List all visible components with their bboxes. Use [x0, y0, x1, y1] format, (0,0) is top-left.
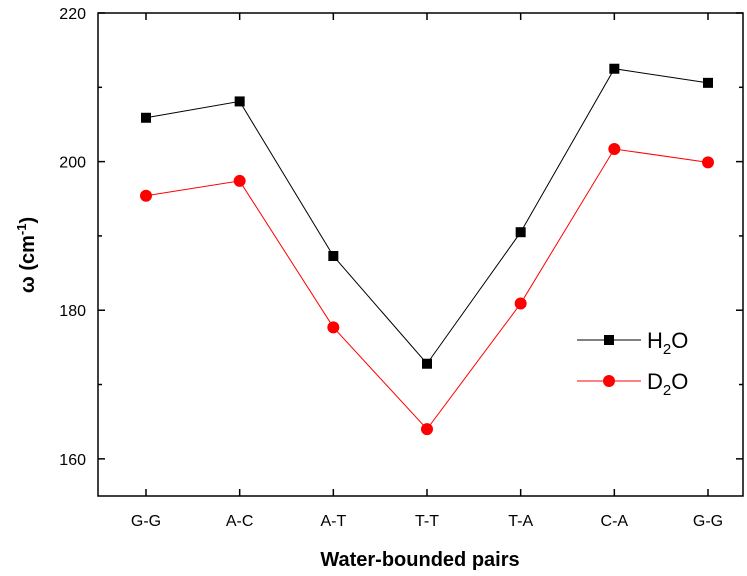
x-tick-label: T-A [508, 513, 533, 530]
legend-h2o-rest: O [671, 328, 688, 353]
legend: H2O D2O [577, 328, 688, 399]
y-tick-labels: 160 180 200 220 [59, 6, 86, 469]
y-axis-title: ω (cm-1) [14, 217, 39, 293]
y-tick-label: 160 [59, 452, 86, 469]
data-point-circle [421, 423, 433, 436]
data-point-square [234, 96, 245, 107]
series-line-0 [145, 68, 709, 365]
y-axis-close: ) [17, 217, 39, 224]
y-tick-label: 220 [59, 6, 86, 23]
data-point-square [328, 250, 339, 261]
data-point-square [141, 112, 151, 123]
x-tick-label: G-G [693, 513, 723, 530]
data-point-circle [702, 156, 714, 169]
data-point-square [515, 227, 526, 238]
data-point-square [422, 358, 432, 369]
x-tick-labels: G-G A-C A-T T-T T-A C-A G-G [131, 513, 723, 530]
data-point-square [609, 63, 620, 74]
legend-label-h2o: H2O [647, 328, 688, 358]
x-tick-label: G-G [131, 513, 161, 530]
plot-frame [97, 12, 744, 497]
y-axis-symbol: ω [17, 276, 39, 293]
axis-ticks [98, 12, 743, 496]
series-layer [140, 63, 714, 436]
data-point-circle [608, 142, 621, 155]
y-axis-exponent: -1 [14, 224, 29, 236]
legend-label-d2o: D2O [647, 369, 688, 399]
legend-h2o-base: H [647, 328, 663, 353]
x-axis-title: Water-bounded pairs [320, 549, 519, 571]
legend-h2o-sub: 2 [663, 341, 671, 358]
data-point-circle [514, 297, 527, 310]
x-tick-label: A-C [226, 513, 254, 530]
legend-d2o-rest: O [671, 369, 688, 394]
y-tick-label: 180 [59, 303, 86, 320]
data-point-circle [327, 321, 340, 334]
data-point-circle [140, 189, 152, 202]
legend-marker-h2o [604, 335, 614, 345]
x-tick-label: T-T [415, 513, 439, 530]
x-tick-label: C-A [601, 513, 629, 530]
y-tick-label: 200 [59, 155, 86, 172]
data-point-circle [233, 174, 246, 187]
legend-d2o-base: D [647, 369, 663, 394]
series-line-1 [145, 148, 709, 430]
legend-d2o-sub: 2 [663, 382, 671, 399]
data-point-square [703, 77, 713, 88]
legend-marker-d2o [603, 375, 615, 387]
x-tick-label: A-T [320, 513, 346, 530]
y-axis-unit: (cm [17, 235, 39, 276]
